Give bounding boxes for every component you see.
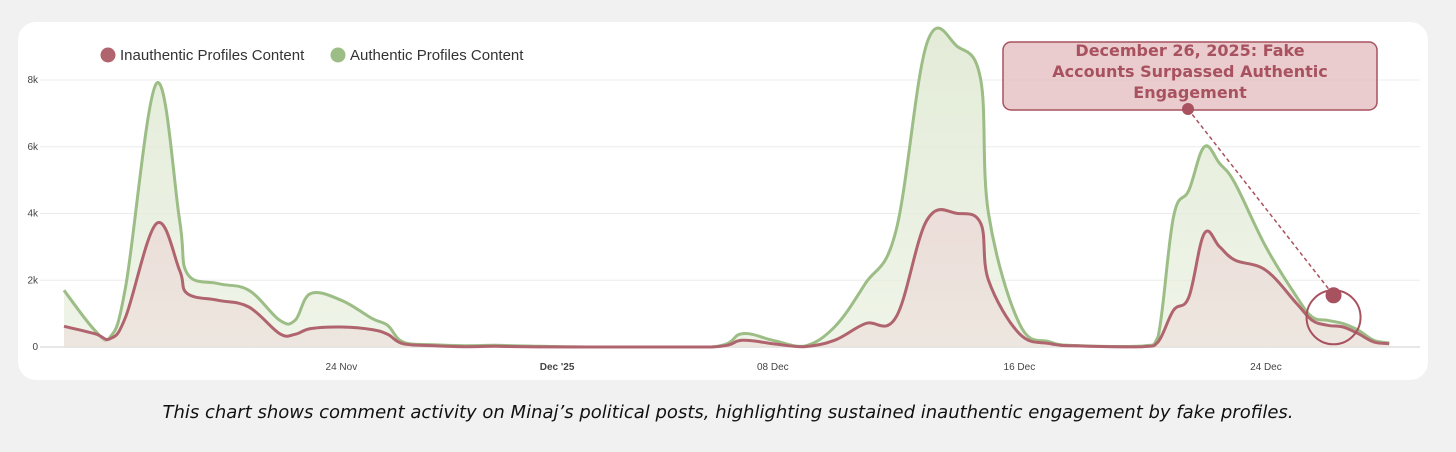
annotation-highlight-circle xyxy=(1305,289,1362,346)
legend-label: Authentic Profiles Content xyxy=(350,47,524,64)
x-tick-label: Dec '25 xyxy=(540,362,575,373)
annotation-connector xyxy=(1187,108,1335,296)
annotation-text: Accounts Surpassed Authentic xyxy=(1052,62,1328,81)
annotation-text: December 26, 2025: Fake xyxy=(1075,41,1304,60)
legend-marker xyxy=(100,47,116,63)
inauthentic-profiles-content-area xyxy=(64,209,1390,347)
y-tick-label: 2k xyxy=(27,275,39,286)
x-tick-label: 08 Dec xyxy=(757,362,789,373)
inauthentic-profiles-content-line xyxy=(63,208,1390,349)
y-tick-label: 8k xyxy=(27,75,39,86)
legend-marker xyxy=(330,47,346,63)
x-tick-label: 16 Dec xyxy=(1004,362,1036,373)
annotation-anchor-dot xyxy=(1182,103,1194,115)
authentic-profiles-content-line xyxy=(62,26,1390,349)
annotation-text: Engagement xyxy=(1133,83,1247,102)
legend-label: Inauthentic Profiles Content xyxy=(120,47,305,64)
chart-caption: This chart shows comment activity on Min… xyxy=(162,402,1294,423)
y-tick-label: 6k xyxy=(27,142,39,153)
y-tick-label: 4k xyxy=(27,209,39,220)
x-tick-label: 24 Nov xyxy=(326,362,358,373)
y-tick-label: 0 xyxy=(32,342,38,353)
x-tick-label: 24 Dec xyxy=(1250,362,1282,373)
